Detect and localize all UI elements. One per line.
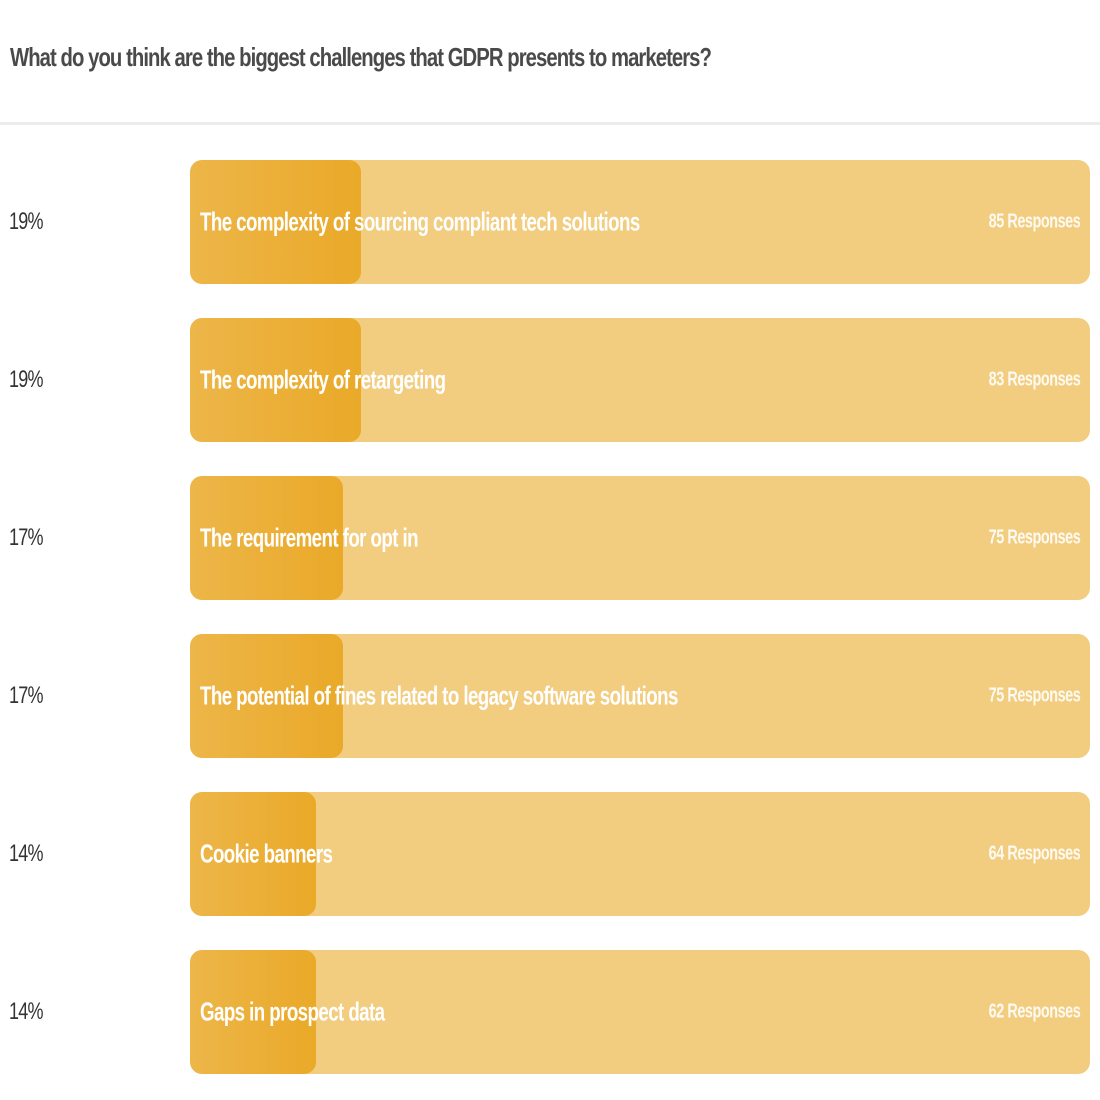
response-count: 62 Responses	[988, 1000, 1080, 1023]
result-bar-track: Gaps in prospect data 62 Responses	[190, 950, 1090, 1074]
response-count: 75 Responses	[988, 526, 1080, 549]
percent-label: 17%	[9, 524, 44, 551]
option-label: The requirement for opt in	[200, 522, 419, 553]
response-count: 83 Responses	[988, 368, 1080, 391]
option-label: The complexity of sourcing compliant tec…	[200, 206, 640, 237]
poll-result-row: 14% Gaps in prospect data 62 Responses	[0, 950, 1100, 1074]
response-count: 64 Responses	[988, 842, 1080, 865]
poll-question-title: What do you think are the biggest challe…	[10, 42, 712, 72]
result-bar-track: The requirement for opt in 75 Responses	[190, 476, 1090, 600]
percent-label: 14%	[9, 840, 44, 867]
poll-result-row: 14% Cookie banners 64 Responses	[0, 792, 1100, 916]
percent-label: 14%	[9, 998, 44, 1025]
result-bar-track: The complexity of retargeting 83 Respons…	[190, 318, 1090, 442]
result-bar-fill	[190, 476, 343, 600]
result-bar-fill	[190, 792, 316, 916]
result-bar-fill	[190, 160, 361, 284]
percent-label: 17%	[9, 682, 44, 709]
option-label: Gaps in prospect data	[200, 996, 385, 1027]
percent-label: 19%	[9, 208, 44, 235]
poll-result-row: 19% The complexity of sourcing compliant…	[0, 160, 1100, 284]
result-bar-fill	[190, 950, 316, 1074]
result-bar-track: Cookie banners 64 Responses	[190, 792, 1090, 916]
result-bar-fill	[190, 634, 343, 758]
header-divider	[0, 122, 1100, 125]
result-bar-track: The complexity of sourcing compliant tec…	[190, 160, 1090, 284]
response-count: 85 Responses	[988, 210, 1080, 233]
result-bar-track: The potential of fines related to legacy…	[190, 634, 1090, 758]
percent-label: 19%	[9, 366, 44, 393]
response-count: 75 Responses	[988, 684, 1080, 707]
result-bar-fill	[190, 318, 361, 442]
poll-result-row: 17% The potential of fines related to le…	[0, 634, 1100, 758]
option-label: The complexity of retargeting	[200, 364, 446, 395]
option-label: Cookie banners	[200, 838, 333, 869]
poll-result-row: 17% The requirement for opt in 75 Respon…	[0, 476, 1100, 600]
poll-result-row: 19% The complexity of retargeting 83 Res…	[0, 318, 1100, 442]
option-label: The potential of fines related to legacy…	[200, 680, 678, 711]
